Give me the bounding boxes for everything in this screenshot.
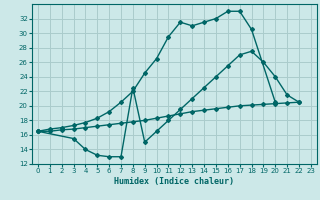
X-axis label: Humidex (Indice chaleur): Humidex (Indice chaleur): [115, 177, 234, 186]
